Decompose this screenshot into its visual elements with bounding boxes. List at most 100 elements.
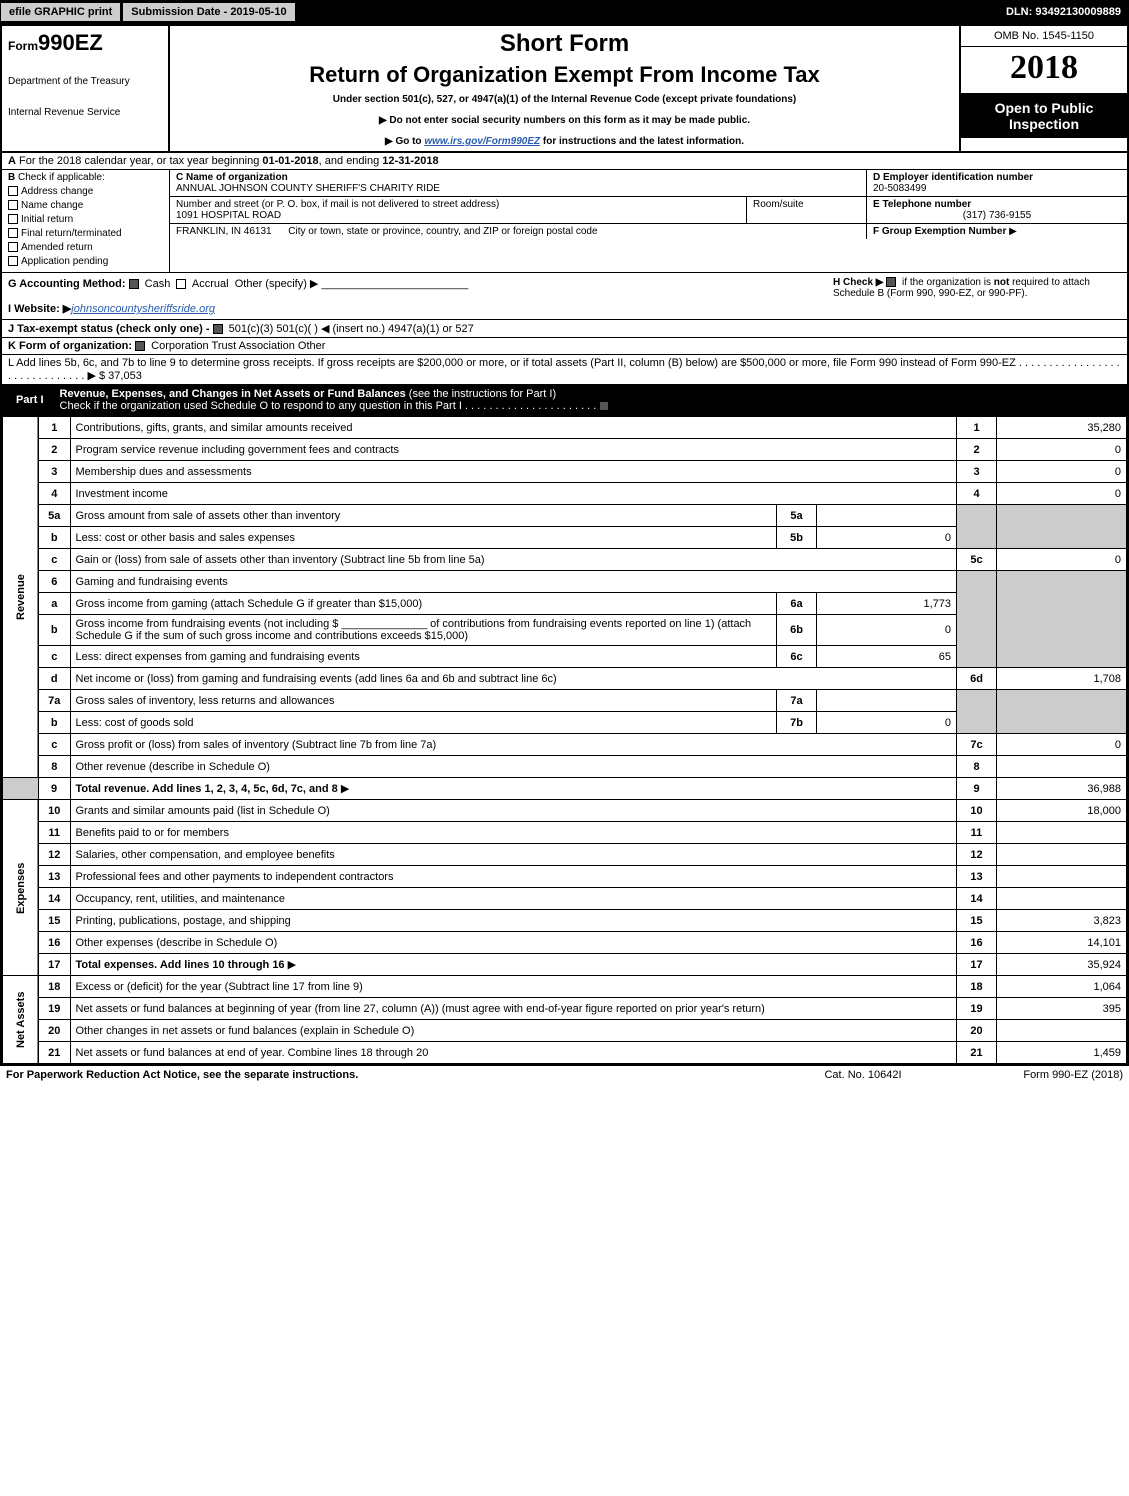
chk-h[interactable]	[886, 277, 896, 287]
street-value: 1091 HOSPITAL ROAD	[176, 210, 281, 221]
l5c-desc: Gain or (loss) from sale of assets other…	[70, 549, 957, 571]
tax-year: 2018	[961, 47, 1127, 94]
chk-name-change[interactable]: Name change	[8, 200, 163, 211]
e-phone-box: E Telephone number (317) 736-9155	[867, 197, 1127, 224]
efile-print-button[interactable]: efile GRAPHIC print	[0, 2, 121, 22]
l6a-sn: 6a	[777, 593, 817, 615]
line-5a: 5a Gross amount from sale of assets othe…	[3, 505, 1127, 527]
c-street-box: Number and street (or P. O. box, if mail…	[170, 197, 747, 224]
line-9: 9 Total revenue. Add lines 1, 2, 3, 4, 5…	[3, 778, 1127, 800]
org-name: ANNUAL JOHNSON COUNTY SHERIFF'S CHARITY …	[176, 183, 440, 194]
l6a-sv: 1,773	[817, 593, 957, 615]
l7c-rn: 7c	[957, 734, 997, 756]
chk-schedule-o[interactable]	[599, 401, 609, 411]
row-k: K Form of organization: Corporation Trus…	[2, 338, 1127, 355]
header-mid: Short Form Return of Organization Exempt…	[170, 26, 959, 151]
part1-title-post: (see the instructions for Part I)	[406, 388, 556, 400]
l20-rn: 20	[957, 1020, 997, 1042]
footer: For Paperwork Reduction Act Notice, see …	[0, 1066, 1129, 1084]
g-cash: Cash	[145, 278, 171, 290]
l5ab-rn-shade	[957, 505, 997, 549]
chk-corp[interactable]	[135, 341, 145, 351]
l17-desc: Total expenses. Add lines 10 through 16	[70, 954, 957, 976]
l1-num: 1	[38, 417, 70, 439]
k-opts: Corporation Trust Association Other	[151, 340, 325, 352]
city-value: FRANKLIN, IN 46131	[176, 226, 272, 237]
otp-line2: Inspection	[965, 116, 1123, 132]
form-prefix: Form	[8, 39, 38, 53]
chk-accrual[interactable]	[176, 279, 186, 289]
l3-num: 3	[38, 461, 70, 483]
l15-desc: Printing, publications, postage, and shi…	[70, 910, 957, 932]
l5a-sn: 5a	[777, 505, 817, 527]
l2-num: 2	[38, 439, 70, 461]
l5c-rv: 0	[997, 549, 1127, 571]
l17-num: 17	[38, 954, 70, 976]
part1-label: Part I	[8, 392, 52, 408]
f-group-box: F Group Exemption Number ▶	[867, 224, 1127, 239]
subtitle: Under section 501(c), 527, or 4947(a)(1)…	[180, 94, 949, 105]
chk-label-1: Name change	[21, 200, 83, 211]
l13-rv	[997, 866, 1127, 888]
l21-rv: 1,459	[997, 1042, 1127, 1064]
part1-check: Check if the organization used Schedule …	[60, 400, 462, 412]
l12-num: 12	[38, 844, 70, 866]
line-12: 12 Salaries, other compensation, and emp…	[3, 844, 1127, 866]
footer-mid: Cat. No. 10642I	[763, 1069, 963, 1081]
g-other: Other (specify) ▶	[235, 278, 319, 290]
a-mid: , and ending	[319, 155, 383, 167]
h-text1: H Check ▶	[833, 277, 883, 288]
l2-desc: Program service revenue including govern…	[70, 439, 957, 461]
street-label: Number and street (or P. O. box, if mail…	[176, 199, 499, 210]
l5ab-rv-shade	[997, 505, 1127, 549]
l21-desc: Net assets or fund balances at end of ye…	[70, 1042, 957, 1064]
l13-rn: 13	[957, 866, 997, 888]
irs-link[interactable]: www.irs.gov/Form990EZ	[424, 136, 540, 147]
l11-desc: Benefits paid to or for members	[70, 822, 957, 844]
chk-address-change[interactable]: Address change	[8, 186, 163, 197]
line-16: 16 Other expenses (describe in Schedule …	[3, 932, 1127, 954]
l10-rn: 10	[957, 800, 997, 822]
dept-treasury: Department of the Treasury	[8, 76, 162, 87]
l13-desc: Professional fees and other payments to …	[70, 866, 957, 888]
chk-label-3: Final return/terminated	[21, 228, 122, 239]
l1-rn: 1	[957, 417, 997, 439]
chk-501c3[interactable]	[213, 324, 223, 334]
b-label: Check if applicable:	[18, 172, 105, 183]
l1-desc: Contributions, gifts, grants, and simila…	[70, 417, 957, 439]
a-pre: For the 2018 calendar year, or tax year …	[19, 155, 262, 167]
l6-rv-shade	[997, 571, 1127, 668]
website-link[interactable]: johnsoncountysheriffsride.org	[71, 303, 215, 315]
l5b-sn: 5b	[777, 527, 817, 549]
chk-initial-return[interactable]: Initial return	[8, 214, 163, 225]
l7a-sn: 7a	[777, 690, 817, 712]
l8-rn: 8	[957, 756, 997, 778]
l6d-rn: 6d	[957, 668, 997, 690]
row-a-tax-year: A For the 2018 calendar year, or tax yea…	[2, 153, 1127, 170]
l6b-num: b	[38, 615, 70, 646]
l15-num: 15	[38, 910, 70, 932]
chk-cash[interactable]	[129, 279, 139, 289]
goto-line: ▶ Go to www.irs.gov/Form990EZ for instru…	[180, 136, 949, 147]
line-3: 3 Membership dues and assessments 3 0	[3, 461, 1127, 483]
l6d-rv: 1,708	[997, 668, 1127, 690]
l4-rn: 4	[957, 483, 997, 505]
chk-amended-return[interactable]: Amended return	[8, 242, 163, 253]
part1-title: Revenue, Expenses, and Changes in Net As…	[60, 388, 406, 400]
l16-rv: 14,101	[997, 932, 1127, 954]
i-label: I Website: ▶	[8, 303, 71, 315]
chk-application-pending[interactable]: Application pending	[8, 256, 163, 267]
l5c-rn: 5c	[957, 549, 997, 571]
chk-final-return[interactable]: Final return/terminated	[8, 228, 163, 239]
line-18: Net Assets 18 Excess or (deficit) for th…	[3, 976, 1127, 998]
l16-rn: 16	[957, 932, 997, 954]
l7c-desc: Gross profit or (loss) from sales of inv…	[70, 734, 957, 756]
l5b-sv: 0	[817, 527, 957, 549]
ein-value: 20-5083499	[873, 183, 926, 194]
return-title: Return of Organization Exempt From Incom…	[180, 62, 949, 88]
city-label: City or town, state or province, country…	[288, 226, 597, 237]
l20-desc: Other changes in net assets or fund bala…	[70, 1020, 957, 1042]
l7ab-rv-shade	[997, 690, 1127, 734]
l7ab-rn-shade	[957, 690, 997, 734]
side-netassets: Net Assets	[3, 976, 39, 1064]
